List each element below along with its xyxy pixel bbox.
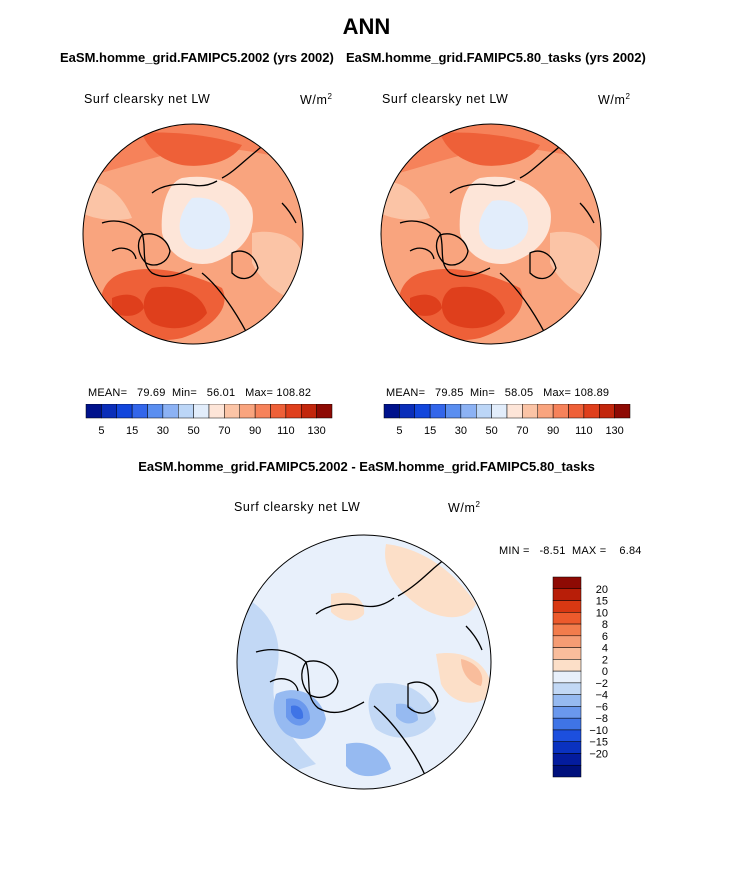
- diff-colorbar-tick-label: 0: [602, 666, 608, 678]
- diff-colorbar-swatch: [552, 753, 582, 766]
- panel1-colorbar-tick-label: 90: [249, 425, 261, 437]
- panel2-colorbar-tick-label: 130: [605, 425, 623, 437]
- diff-colorbar-tick-label: −8: [595, 713, 608, 725]
- panel1-colorbar-swatch: [285, 404, 302, 419]
- panel1-colorbar-swatch: [224, 404, 240, 419]
- panel2-case-title: EaSM.homme_grid.FAMIPC5.80_tasks (yrs 20…: [346, 50, 646, 65]
- panel1-colorbar-swatch: [162, 404, 179, 419]
- diff-colorbar-tick-label: −15: [589, 737, 608, 749]
- diff-colorbar-swatch: [552, 764, 582, 778]
- panel2-colorbar-swatch: [429, 404, 446, 419]
- panel2-colorbar-swatch: [399, 404, 415, 419]
- panel2-colorbar-swatch: [614, 404, 631, 419]
- diff-colorbar-swatch: [552, 717, 582, 731]
- panel2-colorbar-swatch: [537, 404, 554, 419]
- panel2-colorbar-swatch: [552, 404, 569, 419]
- panel1-colorbar-tick-label: 15: [126, 425, 138, 437]
- panel2-colorbar-tick-label: 30: [455, 425, 467, 437]
- diff-colorbar-swatch: [552, 694, 582, 707]
- panel1-colorbar-tick-label: 50: [188, 425, 200, 437]
- panel2-colorbar-tick-label: 5: [396, 425, 402, 437]
- panel2-colorbar-swatch: [445, 404, 462, 419]
- panel2-map: [380, 123, 602, 345]
- panel1-colorbar-swatch: [270, 404, 287, 419]
- panel1-colorbar-tick-label: 70: [218, 425, 230, 437]
- panel1-colorbar-swatch: [208, 404, 225, 419]
- panel1-colorbar-tick-label: 110: [277, 425, 295, 437]
- panel2-colorbar-swatch: [522, 404, 538, 419]
- panel1-colorbar-swatch: [254, 404, 271, 419]
- diff-colorbar-tick-label: −2: [595, 678, 608, 690]
- diff-variable-label: Surf clearsky net LW: [234, 500, 361, 514]
- panel1-units-label: W/m2: [300, 92, 333, 108]
- panel2-colorbar-swatch: [476, 404, 492, 419]
- diff-colorbar-tick-label: 15: [596, 596, 608, 608]
- panel1-colorbar-tick-label: 130: [307, 425, 325, 437]
- diff-colorbar-swatch: [552, 623, 582, 637]
- panel2-colorbar: 5 15 30 50 70 90 110 130: [383, 404, 631, 437]
- diff-colorbar-tick-label: 2: [602, 654, 608, 666]
- panel1-colorbar-swatch: [101, 404, 117, 419]
- diff-colorbar-swatch: [552, 682, 582, 695]
- diff-colorbar-swatch: [552, 600, 582, 613]
- panel2-colorbar-swatch: [599, 404, 615, 419]
- panel1-colorbar-swatch: [131, 404, 148, 419]
- diff-colorbar-tick-label: 10: [596, 607, 608, 619]
- diff-colorbar-swatch: [552, 729, 582, 742]
- panel1-colorbar-swatch: [301, 404, 317, 419]
- panel2-variable-label: Surf clearsky net LW: [382, 92, 509, 106]
- diff-colorbar-swatch: [552, 741, 582, 754]
- panel2-colorbar-swatch: [506, 404, 523, 419]
- panel1-colorbar-swatch: [193, 404, 210, 419]
- panel2-colorbar-swatch: [583, 404, 600, 419]
- panel2-colorbar-tick-label: 110: [575, 425, 593, 437]
- panel2-colorbar-swatch: [568, 404, 585, 419]
- diff-colorbar-tick-label: −6: [595, 701, 608, 713]
- diff-colorbar-swatch: [552, 612, 582, 625]
- diff-colorbar-swatch: [552, 635, 582, 648]
- panel2-colorbar-swatch: [460, 404, 477, 419]
- diff-colorbar-swatch: [552, 706, 582, 719]
- panel2-units-label: W/m2: [598, 92, 631, 108]
- panel2-colorbar-tick-label: 50: [486, 425, 498, 437]
- diff-colorbar-swatch: [552, 576, 582, 590]
- panel2-colorbar-swatch: [383, 404, 400, 419]
- panel2-colorbar-tick-label: 70: [516, 425, 528, 437]
- diff-colorbar-swatch: [552, 670, 582, 684]
- panel1-colorbar-swatch: [239, 404, 256, 419]
- panel1-case-title: EaSM.homme_grid.FAMIPC5.2002 (yrs 2002): [60, 50, 334, 65]
- diff-colorbar-tick-label: 8: [602, 619, 608, 631]
- diff-units-label: W/m2: [448, 500, 481, 516]
- panel1-stats: MEAN= 79.69 Min= 56.01 Max= 108.82: [88, 387, 312, 399]
- panel1-colorbar-tick-label: 5: [98, 425, 104, 437]
- diff-colorbar-tick-label: −20: [589, 748, 608, 760]
- diff-stats: MIN = -8.51 MAX = 6.84: [499, 545, 642, 557]
- main-title: ANN: [342, 14, 391, 39]
- panel2-colorbar-swatch: [414, 404, 431, 419]
- panel1-colorbar: 5 15 30 50 70 90 110 130: [85, 404, 333, 437]
- panel1-colorbar-swatch: [147, 404, 164, 419]
- panel2-stats: MEAN= 79.85 Min= 58.05 Max= 108.89: [386, 387, 610, 399]
- panel1-colorbar-swatch: [85, 404, 102, 419]
- diff-title: EaSM.homme_grid.FAMIPC5.2002 - EaSM.homm…: [138, 459, 595, 474]
- panel2-colorbar-swatch: [491, 404, 508, 419]
- panel1-colorbar-swatch: [178, 404, 194, 419]
- panel1-map: [82, 123, 304, 345]
- panel1-colorbar-tick-label: 30: [157, 425, 169, 437]
- diff-colorbar-swatch: [552, 647, 582, 660]
- panel2-colorbar-tick-label: 90: [547, 425, 559, 437]
- diff-colorbar-swatch: [552, 659, 582, 672]
- diff-map: [236, 534, 492, 790]
- diff-colorbar-tick-label: 20: [596, 584, 608, 596]
- diff-colorbar-tick-label: −4: [595, 690, 608, 702]
- diff-colorbar-tick-label: 6: [602, 631, 608, 643]
- diff-colorbar-tick-label: −10: [589, 725, 608, 737]
- panel1-colorbar-swatch: [116, 404, 133, 419]
- panel2-colorbar-tick-label: 15: [424, 425, 436, 437]
- panel1-variable-label: Surf clearsky net LW: [84, 92, 211, 106]
- diff-colorbar-swatch: [552, 588, 582, 601]
- diff-colorbar-tick-label: 4: [602, 643, 608, 655]
- panel1-colorbar-swatch: [316, 404, 333, 419]
